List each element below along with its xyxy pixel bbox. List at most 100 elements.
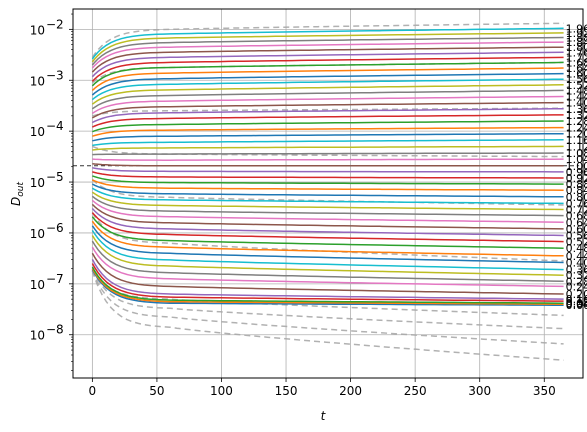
end-labels: 0.000.040.080.120.160.200.240.280.320.36… xyxy=(566,22,587,312)
series-line xyxy=(91,203,564,230)
series-end-label: 0.48 xyxy=(566,242,587,255)
y-tick-exponent: −3 xyxy=(46,68,64,82)
series-end-label: 0.28 xyxy=(566,275,587,288)
y-tick-label: 10 xyxy=(30,278,45,292)
series-end-label: 0.64 xyxy=(566,216,587,229)
series-line xyxy=(92,120,564,133)
y-tick-label: 10 xyxy=(30,329,45,343)
y-tick-label: 10 xyxy=(30,23,45,37)
series-line xyxy=(91,207,564,237)
series-line xyxy=(92,114,564,128)
series-line xyxy=(92,101,564,119)
dashed-series-line xyxy=(91,270,564,345)
x-tick-label: 300 xyxy=(468,384,491,398)
x-axis-label: t xyxy=(321,409,327,423)
series-end-label: 0.32 xyxy=(566,269,587,282)
series-end-label: 1.40 xyxy=(566,97,587,110)
series-line xyxy=(92,132,564,142)
y-tick-label: 10 xyxy=(30,125,45,139)
y-tick-label: 10 xyxy=(30,227,45,241)
series-line xyxy=(92,152,564,156)
series-line xyxy=(91,195,564,217)
series-end-label: 0.56 xyxy=(566,229,587,242)
dashed-series-line xyxy=(92,107,564,117)
series-end-label: 0.16 xyxy=(566,293,587,306)
series-line xyxy=(91,84,564,105)
series-end-label: 0.04 xyxy=(566,298,587,311)
x-tick-label: 0 xyxy=(89,384,97,398)
series-end-label: 1.32 xyxy=(566,109,587,122)
series-line xyxy=(92,187,564,205)
series-end-label: 1.76 xyxy=(566,46,587,59)
series-end-label: 1.00 xyxy=(566,160,587,173)
series-line xyxy=(92,145,564,151)
y-tick-base: 10 xyxy=(30,329,45,343)
series-end-label: 0.52 xyxy=(566,236,587,249)
series-end-label: 0.88 xyxy=(566,178,587,191)
series-line xyxy=(91,229,564,271)
x-tick-label: 50 xyxy=(149,384,164,398)
y-axis: 10−810−710−610−510−410−310−2 xyxy=(30,13,73,371)
series-line xyxy=(91,27,564,60)
series-layer xyxy=(73,22,580,361)
dashed-series-line xyxy=(91,212,564,262)
series-end-label: 0.20 xyxy=(566,288,587,301)
series-line xyxy=(92,139,564,147)
series-line xyxy=(91,220,564,257)
y-tick-exponent: −5 xyxy=(46,170,64,184)
y-tick-exponent: −8 xyxy=(46,323,64,337)
series-line xyxy=(92,179,564,191)
series-end-label: 1.64 xyxy=(566,62,587,75)
series-line xyxy=(92,95,564,114)
series-line xyxy=(91,263,564,302)
series-line xyxy=(92,171,564,179)
y-tick-exponent: −7 xyxy=(46,272,64,286)
series-line xyxy=(91,89,564,110)
series-end-label: 0.24 xyxy=(566,280,587,293)
series-end-label: 1.48 xyxy=(566,84,587,97)
dashed-series-line xyxy=(91,269,564,330)
series-end-label: 0.00 xyxy=(566,299,587,312)
y-tick-label: 10 xyxy=(30,176,45,190)
series-line xyxy=(91,72,564,96)
y-axis-label-main: D xyxy=(9,197,23,206)
series-line xyxy=(91,41,564,69)
x-tick-label: 200 xyxy=(339,384,362,398)
series-end-label: 0.12 xyxy=(566,295,587,308)
dashed-series-line xyxy=(91,268,564,317)
series-line xyxy=(91,46,564,73)
series-end-label: 1.84 xyxy=(566,36,587,49)
series-line xyxy=(92,167,564,173)
y-tick-base: 10 xyxy=(30,23,45,37)
series-line xyxy=(91,259,564,300)
series-line xyxy=(91,246,564,288)
series-end-label: 1.28 xyxy=(566,115,587,128)
dashed-series-line xyxy=(92,145,564,158)
series-end-label: 0.08 xyxy=(566,297,587,310)
series-line xyxy=(91,51,564,78)
series-end-label: 1.08 xyxy=(566,147,587,160)
series-line xyxy=(91,240,564,283)
series-end-label: 1.92 xyxy=(566,27,587,40)
x-tick-label: 100 xyxy=(210,384,233,398)
series-end-label: 0.60 xyxy=(566,223,587,236)
series-end-label: 1.96 xyxy=(566,22,587,35)
series-line xyxy=(91,67,564,91)
x-axis: 0 50 100 150 200 250 300 350 xyxy=(89,378,556,398)
series-end-label: 0.68 xyxy=(566,210,587,223)
series-line xyxy=(91,61,564,87)
series-line xyxy=(92,162,564,167)
series-end-label: 1.20 xyxy=(566,128,587,141)
series-end-label: 1.56 xyxy=(566,73,587,86)
y-tick-base: 10 xyxy=(30,227,45,241)
y-axis-label-sub: out xyxy=(16,182,26,197)
dashed-series-line xyxy=(91,270,564,361)
y-tick-label: 10 xyxy=(30,74,45,88)
y-axis-label: Dout xyxy=(9,182,26,206)
series-line xyxy=(91,225,564,264)
series-end-label: 1.52 xyxy=(566,79,587,92)
series-line xyxy=(91,32,564,63)
series-line xyxy=(91,266,564,304)
y-tick-exponent: −4 xyxy=(46,119,64,133)
